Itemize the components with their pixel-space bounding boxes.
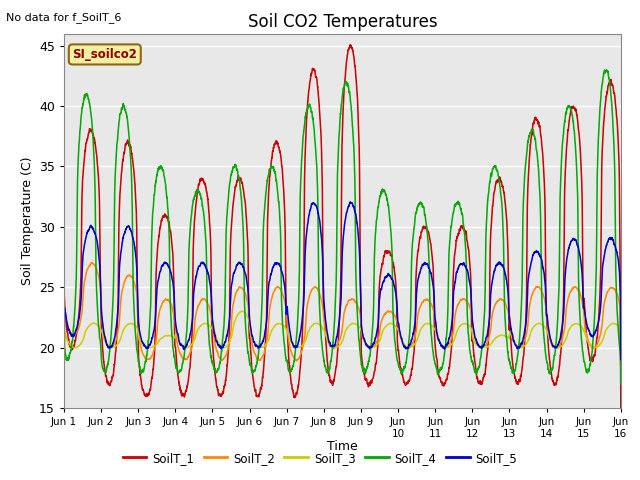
SoilT_4 [322, 365, 330, 371]
Title: Soil CO2 Temperatures: Soil CO2 Temperatures [248, 12, 437, 31]
SoilT_1 [467, 306, 475, 312]
Line: SoilT_5: SoilT_5 [64, 202, 621, 360]
SoilT_5 [436, 340, 444, 346]
SoilT_3 [60, 351, 68, 357]
SoilT_5 [60, 357, 68, 362]
SoilT_3 [499, 333, 507, 338]
SoilT_4 [160, 173, 168, 179]
SoilT_2 [322, 331, 330, 337]
SoilT_5 [467, 295, 475, 301]
SoilT_5 [617, 357, 625, 362]
Line: SoilT_1: SoilT_1 [64, 45, 621, 408]
SoilT_2 [467, 310, 475, 316]
SoilT_1 [160, 214, 168, 220]
SoilT_4 [60, 381, 68, 387]
Text: No data for f_SoilT_6: No data for f_SoilT_6 [6, 12, 122, 23]
SoilT_1 [322, 335, 330, 340]
SoilT_5 [616, 287, 624, 293]
SoilT_5 [160, 260, 168, 266]
SoilT_1 [499, 184, 507, 190]
SoilT_2 [499, 297, 507, 302]
SoilT_4 [617, 381, 625, 387]
SoilT_4 [467, 355, 475, 361]
SoilT_2 [88, 260, 95, 265]
SoilT_3 [436, 341, 444, 347]
X-axis label: Time: Time [327, 440, 358, 453]
SoilT_3 [467, 325, 475, 331]
SoilT_4 [499, 218, 506, 224]
Y-axis label: Soil Temperature (C): Soil Temperature (C) [20, 156, 33, 285]
SoilT_3 [239, 309, 246, 314]
SoilT_3 [322, 332, 330, 338]
Legend: SoilT_1, SoilT_2, SoilT_3, SoilT_4, SoilT_5: SoilT_1, SoilT_2, SoilT_3, SoilT_4, Soil… [118, 447, 522, 469]
SoilT_2 [161, 298, 168, 304]
SoilT_1 [346, 42, 354, 48]
SoilT_4 [603, 67, 611, 73]
SoilT_1 [60, 405, 68, 411]
SoilT_5 [346, 199, 354, 205]
SoilT_2 [617, 363, 625, 369]
SoilT_3 [616, 351, 624, 357]
Text: SI_soilco2: SI_soilco2 [72, 48, 137, 61]
SoilT_5 [322, 318, 330, 324]
SoilT_2 [616, 304, 624, 310]
SoilT_3 [160, 334, 168, 339]
Line: SoilT_4: SoilT_4 [64, 70, 621, 384]
SoilT_2 [436, 341, 444, 347]
SoilT_5 [499, 263, 507, 268]
SoilT_4 [436, 367, 444, 372]
SoilT_3 [617, 351, 625, 357]
SoilT_1 [616, 266, 624, 272]
Line: SoilT_3: SoilT_3 [64, 312, 621, 354]
Line: SoilT_2: SoilT_2 [64, 263, 621, 366]
SoilT_1 [436, 376, 444, 382]
SoilT_1 [617, 405, 625, 411]
SoilT_2 [60, 363, 68, 369]
SoilT_4 [616, 349, 624, 355]
